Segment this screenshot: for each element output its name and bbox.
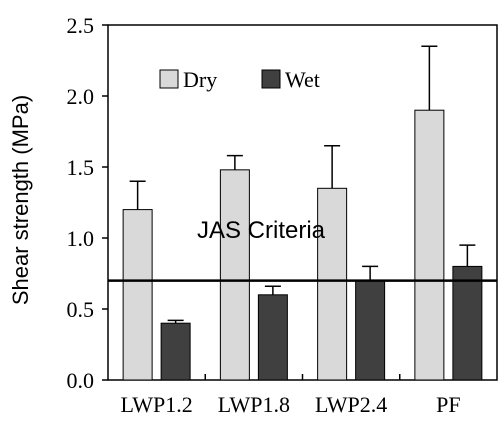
y-tick-label: 2.0 bbox=[67, 84, 95, 109]
bar-wet-lwp1-2 bbox=[160, 322, 191, 381]
bar-dry-pf bbox=[414, 109, 445, 381]
jas-criteria-label: JAS Criteria bbox=[197, 217, 326, 244]
y-tick-label: 0.0 bbox=[67, 368, 95, 393]
y-tick-label: 1.5 bbox=[67, 155, 95, 180]
legend-label-wet: Wet bbox=[285, 67, 320, 92]
x-tick-label: PF bbox=[436, 392, 460, 417]
x-tick-label: LWP2.4 bbox=[315, 392, 387, 417]
x-tick-label: LWP1.8 bbox=[218, 392, 290, 417]
legend-label-dry: Dry bbox=[183, 67, 217, 92]
bar-dry-lwp2-4 bbox=[317, 187, 348, 381]
bar-dry-lwp1-2 bbox=[122, 209, 153, 381]
legend-swatch-dry bbox=[159, 69, 179, 89]
y-axis-label: Shear strength (MPa) bbox=[8, 95, 33, 305]
x-tick-label: LWP1.2 bbox=[120, 392, 192, 417]
y-tick-label: 1.0 bbox=[67, 226, 95, 251]
bar-dry-lwp1-8 bbox=[219, 169, 250, 381]
bar-wet-pf bbox=[452, 265, 483, 381]
bar-wet-lwp1-8 bbox=[257, 294, 288, 381]
legend-swatch-wet bbox=[261, 69, 281, 89]
y-tick-label: 0.5 bbox=[67, 297, 95, 322]
bar-wet-lwp2-4 bbox=[355, 280, 386, 381]
y-tick-label: 2.5 bbox=[67, 13, 95, 38]
